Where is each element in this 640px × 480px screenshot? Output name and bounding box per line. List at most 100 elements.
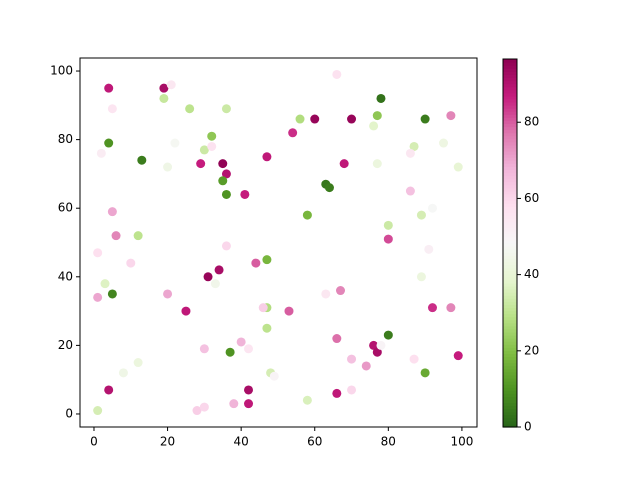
point: [159, 83, 169, 93]
colorbar-segment: [503, 236, 517, 241]
point: [427, 203, 437, 213]
point: [126, 258, 136, 268]
colorbar-segment: [503, 276, 517, 281]
point: [96, 148, 106, 158]
colorbar-segment: [503, 390, 517, 394]
colorbar-segment: [503, 249, 517, 253]
colorbar-segment: [503, 193, 517, 198]
point: [405, 186, 415, 196]
point: [192, 406, 202, 416]
x-tick-label: 20: [160, 435, 175, 449]
point: [332, 334, 342, 344]
colorbar-segment: [503, 405, 517, 410]
colorbar-segment: [503, 264, 517, 269]
colorbar-segment: [503, 86, 517, 91]
point: [302, 210, 312, 220]
colorbar: [503, 59, 517, 428]
point: [93, 292, 103, 302]
point: [163, 289, 173, 299]
colorbar-segment: [503, 114, 517, 118]
point: [405, 148, 415, 158]
colorbar-segment: [503, 83, 517, 88]
colorbar-segment: [503, 414, 517, 419]
point: [372, 111, 382, 121]
point: [383, 330, 393, 340]
colorbar-segment: [503, 313, 517, 318]
point: [369, 121, 379, 131]
point: [427, 303, 437, 313]
colorbar-segment: [503, 289, 517, 293]
point: [332, 69, 342, 79]
colorbar-segment: [503, 304, 517, 308]
colorbar-segment: [503, 384, 517, 388]
point: [288, 128, 298, 138]
point: [321, 289, 331, 299]
colorbar-segment: [503, 307, 517, 312]
point: [104, 385, 114, 395]
point: [225, 347, 235, 357]
colorbar-segment: [503, 270, 517, 275]
point: [196, 159, 206, 169]
colorbar-segment: [503, 77, 517, 82]
colorbar-segment: [503, 132, 517, 137]
colorbar-segment: [503, 59, 517, 63]
colorbar-segment: [503, 310, 517, 315]
point: [332, 388, 342, 398]
colorbar-segment: [503, 108, 517, 112]
colorbar-segment: [503, 135, 517, 140]
colorbar-segment: [503, 322, 517, 327]
colorbar-segment: [503, 255, 517, 259]
point: [181, 306, 191, 316]
point: [376, 93, 386, 103]
colorbar-segment: [503, 95, 517, 100]
point: [439, 138, 449, 148]
colorbar-segment: [503, 341, 517, 345]
colorbar-frame: [502, 58, 518, 428]
point: [446, 303, 456, 313]
colorbar-segment: [503, 258, 517, 262]
colorbar-segment: [503, 101, 517, 106]
colorbar-segment: [503, 166, 517, 170]
colorbar-segment: [503, 163, 517, 167]
y-tick-label: 20: [58, 338, 73, 352]
colorbar-segment: [503, 111, 517, 115]
point: [199, 402, 209, 412]
colorbar-segment: [503, 169, 517, 174]
colorbar-segment: [503, 359, 517, 364]
point: [107, 104, 117, 114]
point: [383, 220, 393, 230]
point: [424, 244, 434, 254]
colorbar-segment: [503, 190, 517, 195]
point: [324, 183, 334, 193]
point: [185, 104, 195, 114]
colorbar-segment: [503, 123, 517, 128]
colorbar-segment: [503, 105, 517, 109]
colorbar-segment: [503, 423, 517, 428]
point: [383, 234, 393, 244]
point: [262, 323, 272, 333]
x-tick-label: 80: [381, 435, 396, 449]
point: [335, 286, 345, 296]
colorbar-segment: [503, 233, 517, 238]
colorbar-segment: [503, 279, 517, 284]
colorbar-segment: [503, 273, 517, 278]
point: [262, 255, 272, 265]
point: [269, 371, 279, 381]
point: [107, 207, 117, 217]
point: [416, 272, 426, 282]
point: [210, 279, 220, 289]
colorbar-segment: [503, 227, 517, 232]
point: [214, 265, 224, 275]
colorbar-segment: [503, 200, 517, 204]
y-tick-label: 80: [58, 132, 73, 146]
point: [262, 152, 272, 162]
colorbar-segment: [503, 89, 517, 94]
colorbar-segment: [503, 154, 517, 158]
colorbar-segment: [503, 347, 517, 351]
colorbar-segment: [503, 387, 517, 391]
colorbar-segment: [503, 141, 517, 146]
colorbar-segment: [503, 181, 517, 186]
colorbar-segment: [503, 292, 517, 296]
colorbar-segment: [503, 98, 517, 103]
point: [229, 399, 239, 409]
